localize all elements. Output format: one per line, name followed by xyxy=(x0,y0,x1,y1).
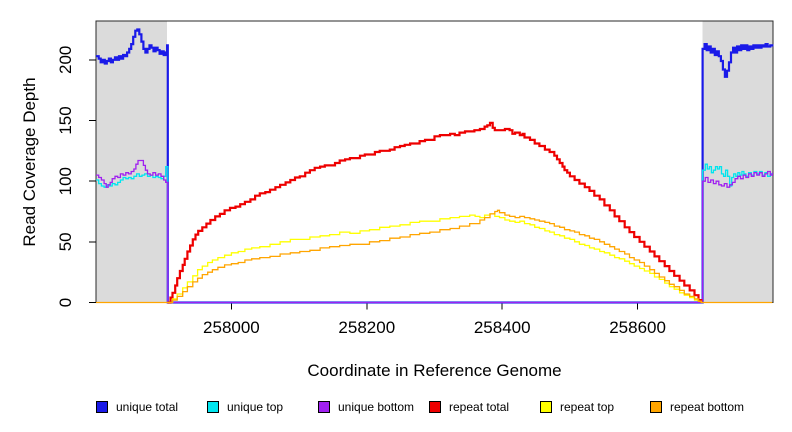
legend-item-unique-bottom: unique bottom xyxy=(318,400,414,414)
y-tick-label: 0 xyxy=(56,298,75,307)
legend-item-repeat-top: repeat top xyxy=(540,400,614,414)
series-line-unique-total xyxy=(96,28,774,304)
legend-item-unique-top: unique top xyxy=(207,400,283,414)
x-axis-label: Coordinate in Reference Genome xyxy=(307,361,562,380)
legend-label: unique top xyxy=(227,400,284,414)
y-tick-label: 100 xyxy=(56,167,75,195)
legend-swatch-unique-total xyxy=(96,401,108,413)
legend-swatch-unique-bottom xyxy=(318,401,330,413)
legend-item-repeat-total: repeat total xyxy=(429,400,509,414)
legend-swatch-repeat-top xyxy=(540,401,552,413)
x-tick-label: 258400 xyxy=(474,318,531,337)
right-repeat-region xyxy=(702,21,773,303)
legend-swatch-repeat-bottom xyxy=(650,401,662,413)
y-axis-label: Read Coverage Depth xyxy=(20,77,39,247)
legend-item-repeat-bottom: repeat bottom xyxy=(650,400,744,414)
legend-swatch-unique-top xyxy=(207,401,219,413)
y-tick-label: 150 xyxy=(56,106,75,134)
series-line-repeat-bottom xyxy=(96,209,773,304)
series-line-unique-bottom xyxy=(96,159,773,304)
plot-box xyxy=(95,20,774,303)
left-repeat-region xyxy=(96,21,168,303)
series-line-repeat-top xyxy=(168,213,702,304)
legend-label: repeat bottom xyxy=(670,400,745,414)
y-tick-label: 50 xyxy=(56,232,75,251)
x-tick-label: 258000 xyxy=(203,318,260,337)
legend-label: repeat top xyxy=(560,400,615,414)
series-line-repeat-total xyxy=(167,121,703,304)
legend-item-unique-total: unique total xyxy=(96,400,178,414)
legend-swatch-repeat-total xyxy=(429,401,441,413)
x-tick-label: 258600 xyxy=(609,318,666,337)
legend-label: unique bottom xyxy=(338,400,415,414)
legend-label: repeat total xyxy=(449,400,510,414)
x-tick-label: 258200 xyxy=(338,318,395,337)
y-tick-label: 200 xyxy=(56,46,75,74)
legend-label: unique total xyxy=(116,400,179,414)
